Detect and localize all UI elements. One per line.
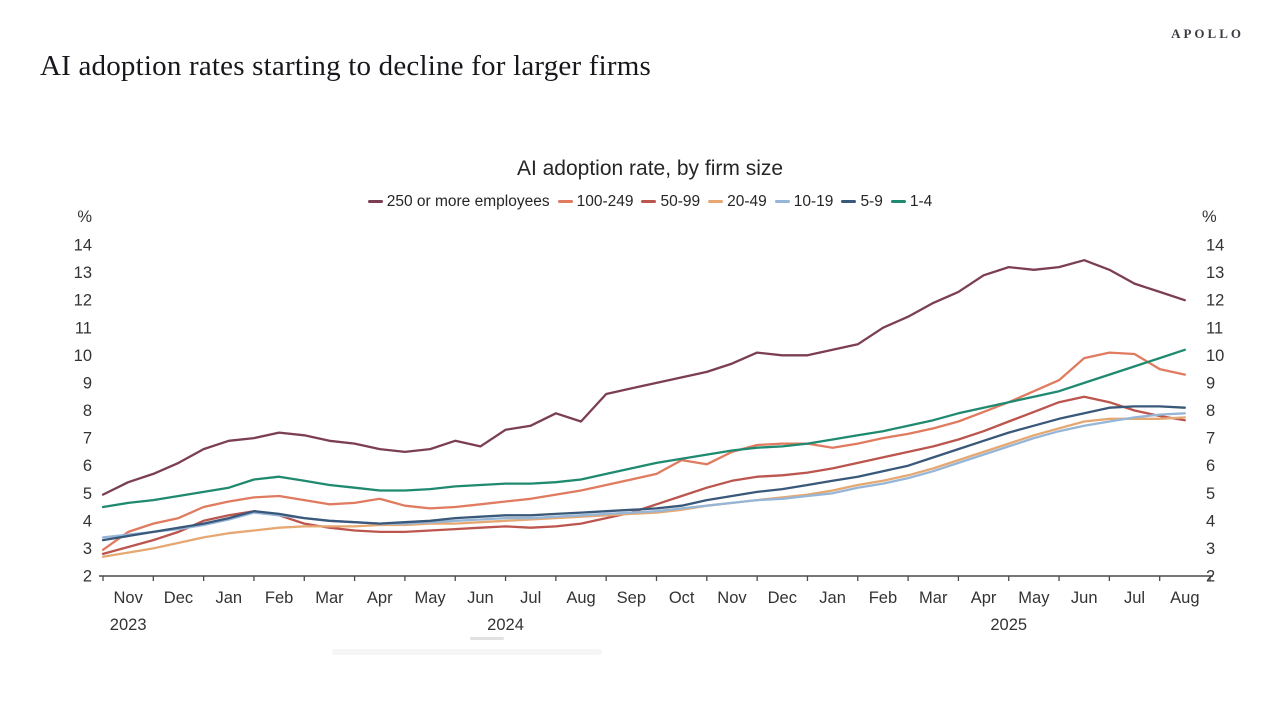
x-month-label: Jan (215, 589, 242, 607)
series-line-20-49 (101, 416, 1186, 558)
legend-item-100-249: 100-249 (557, 192, 634, 211)
legend-item-250-or-more-employees: 250 or more employees (367, 192, 550, 211)
page-title: AI adoption rates starting to decline fo… (40, 50, 652, 82)
legend-swatch-50-99 (641, 200, 657, 203)
y-tick-label-right: 5 (1206, 485, 1215, 503)
x-month-label: Dec (768, 589, 797, 607)
series-line-250-or-more-employees (101, 259, 1186, 496)
x-month-label: Mar (919, 589, 948, 607)
x-month-label: Feb (869, 589, 897, 607)
legend-swatch-10-19 (774, 200, 790, 203)
y-tick-label-right: 12 (1206, 292, 1224, 310)
y-tick-label-left: 2 (83, 568, 92, 586)
legend-label: 10-19 (793, 192, 834, 210)
x-month-label: Jan (819, 589, 846, 607)
x-month-label: Jun (1071, 589, 1098, 607)
legend-item-1-4: 1-4 (890, 192, 933, 211)
y-tick-label-left: 12 (74, 292, 92, 310)
x-month-label: Sep (617, 589, 646, 607)
y-tick-label-right: 10 (1206, 347, 1224, 365)
x-month-label: May (1018, 589, 1050, 607)
y-tick-label-right: 6 (1206, 457, 1215, 475)
chart-title: AI adoption rate, by firm size (516, 157, 784, 180)
x-month-label: Jul (520, 589, 541, 607)
legend-swatch-1-4 (890, 200, 906, 203)
x-month-label: Aug (1170, 589, 1199, 607)
x-month-label: Apr (367, 589, 393, 607)
y-tick-label-left: 5 (83, 485, 92, 503)
y-tick-label-right: 7 (1206, 430, 1215, 448)
x-year-label: 2023 (110, 616, 147, 634)
y-tick-label-right: 3 (1206, 540, 1215, 558)
y-tick-label-left: 6 (83, 457, 92, 475)
y-tick-label-right: 9 (1206, 374, 1215, 392)
series-line-100-249 (101, 351, 1186, 551)
x-month-label: Jul (1124, 589, 1145, 607)
series-line-5-9 (101, 405, 1186, 542)
y-tick-label-left: 9 (83, 374, 92, 392)
legend-swatch-20-49 (708, 200, 724, 203)
legend-swatch-100-249 (557, 200, 573, 203)
legend-item-50-99: 50-99 (641, 193, 700, 211)
y-axis-unit-right: % (1202, 208, 1217, 226)
legend-label: 1-4 (909, 192, 933, 210)
legend-swatch-250-or-more-employees (367, 200, 383, 203)
x-month-label: May (414, 589, 446, 607)
y-tick-label-right: 4 (1206, 512, 1215, 530)
y-tick-label-right: 11 (1206, 319, 1223, 337)
legend-swatch-5-9 (841, 200, 857, 203)
legend-label: 100-249 (576, 192, 634, 210)
legend-label: 50-99 (660, 192, 701, 210)
y-axis-unit-left: % (77, 208, 92, 226)
x-month-label: Nov (717, 589, 747, 607)
y-tick-label-left: 10 (74, 347, 92, 365)
faded-footnote (332, 649, 602, 655)
y-tick-label-left: 8 (83, 402, 92, 420)
x-month-label: Apr (971, 589, 997, 607)
legend-item-5-9: 5-9 (841, 192, 883, 211)
x-month-label: Nov (113, 589, 143, 607)
legend-item-10-19: 10-19 (774, 192, 834, 211)
legend-label: 250 or more employees (386, 192, 550, 210)
x-month-label: Oct (669, 589, 695, 607)
x-month-label: Feb (265, 589, 293, 607)
x-year-label: 2025 (990, 616, 1027, 634)
faded-footnote-fragment (470, 637, 504, 640)
legend-label: 20-49 (727, 192, 767, 210)
y-tick-label-right: 13 (1206, 264, 1224, 282)
x-year-label: 2024 (487, 616, 524, 634)
x-month-label: Dec (164, 589, 193, 607)
y-tick-label-left: 4 (83, 512, 92, 530)
y-tick-label-right: 2 (1206, 568, 1215, 586)
y-tick-label-right: 8 (1206, 402, 1215, 420)
series-line-10-19 (101, 412, 1186, 539)
y-tick-label-left: 3 (83, 540, 92, 558)
y-tick-label-right: 14 (1206, 237, 1224, 255)
y-tick-label-left: 14 (74, 237, 92, 255)
legend-item-20-49: 20-49 (708, 193, 767, 211)
x-month-label: Mar (315, 589, 344, 607)
legend-label: 5-9 (860, 192, 883, 210)
x-month-label: Jun (467, 589, 494, 607)
chart-legend: 250 or more employees 100-249 50-99 20-49 10… (30, 190, 1270, 211)
apollo-logo: APOLLO (1171, 26, 1244, 41)
series-line-1-4 (101, 348, 1186, 509)
y-tick-label-left: 7 (83, 430, 92, 448)
x-month-label: Aug (566, 589, 595, 607)
y-tick-label-left: 11 (75, 319, 92, 337)
y-tick-label-left: 13 (74, 264, 92, 282)
